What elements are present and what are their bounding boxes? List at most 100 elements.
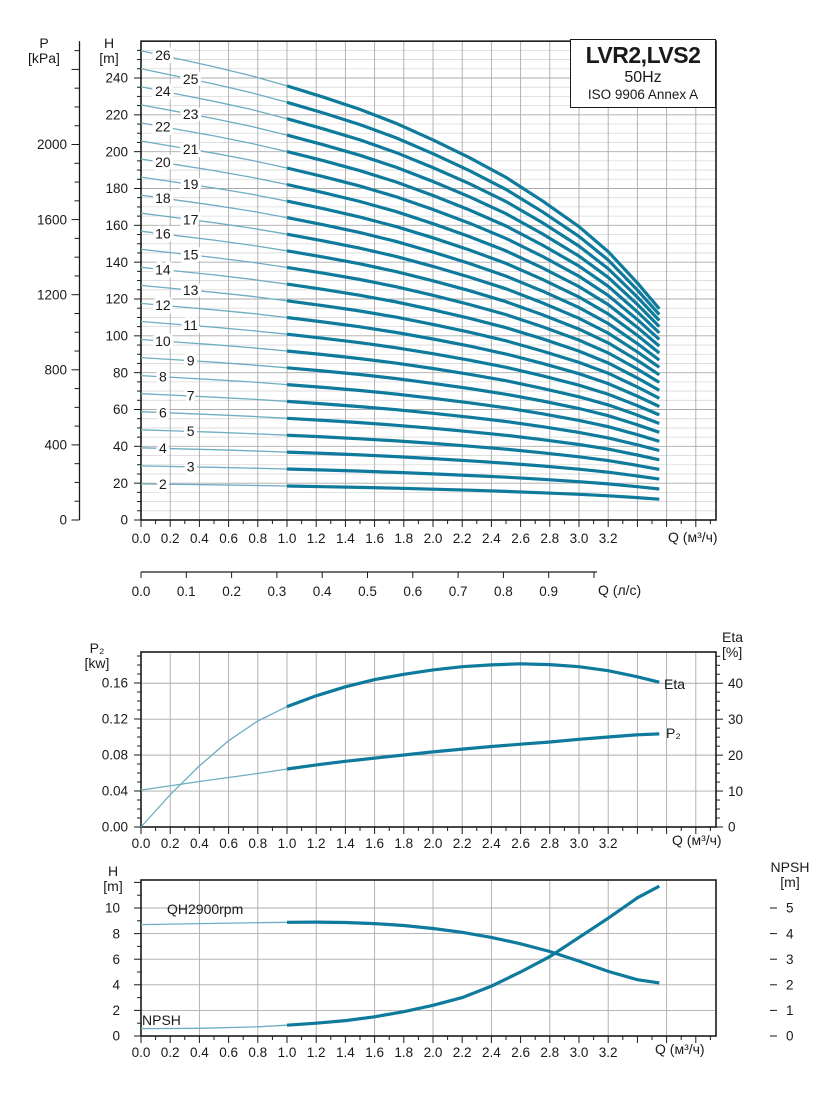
stage-10-curve-thick	[286, 349, 660, 425]
stage-label-12: 12	[155, 297, 171, 313]
svg-text:0.6: 0.6	[219, 836, 238, 851]
svg-text:0.8: 0.8	[248, 531, 267, 546]
svg-text:2.8: 2.8	[540, 1045, 559, 1060]
stage-4-curve-thick	[286, 450, 660, 481]
svg-text:2.4: 2.4	[482, 836, 501, 851]
stage-15-curve-thin	[140, 248, 288, 269]
stage-23-curve-thick	[286, 133, 661, 328]
stage-9-curve-thick	[286, 366, 660, 434]
svg-text:2.2: 2.2	[453, 836, 472, 851]
svg-text:3: 3	[786, 952, 794, 967]
stage-17-curve-thick	[286, 232, 661, 369]
svg-text:0.8: 0.8	[248, 836, 267, 851]
svg-text:1.2: 1.2	[307, 1045, 326, 1060]
npsh-axis-header: NPSH [m]	[770, 859, 810, 890]
flow-m3h-axis-label-middle: Q (м³/ч)	[672, 832, 722, 848]
svg-text:5: 5	[786, 901, 794, 916]
svg-text:0.0: 0.0	[132, 836, 151, 851]
eta-axis-header: Eta [%]	[722, 629, 744, 660]
svg-text:2.4: 2.4	[482, 531, 501, 546]
svg-text:1.2: 1.2	[307, 836, 326, 851]
svg-text:4: 4	[112, 978, 120, 993]
svg-text:3.2: 3.2	[599, 1045, 618, 1060]
stage-9-curve-thin	[140, 356, 288, 369]
svg-text:0: 0	[112, 1029, 120, 1044]
stage-5-curve-thick	[286, 433, 660, 471]
svg-text:0.0: 0.0	[132, 1045, 151, 1060]
stage-12-curve-thin	[140, 302, 288, 319]
svg-text:2.0: 2.0	[424, 836, 443, 851]
stage-14-curve-thin	[140, 266, 288, 285]
stage-19-curve-thin	[140, 176, 288, 202]
svg-text:0.4: 0.4	[190, 1045, 209, 1060]
svg-text:80: 80	[113, 365, 128, 380]
svg-text:0.2: 0.2	[161, 836, 180, 851]
p2-curve-label: P₂	[666, 725, 681, 741]
svg-text:2.6: 2.6	[511, 836, 530, 851]
stage-11-curve-thin	[140, 320, 288, 335]
svg-text:0.4: 0.4	[190, 836, 209, 851]
stage-8-curve-thick	[286, 383, 660, 443]
svg-text:10: 10	[105, 901, 120, 916]
stage-18-curve-thick	[286, 216, 661, 362]
stage-10-curve-thin	[140, 338, 288, 352]
stage-15-curve-thick	[286, 265, 661, 384]
svg-text:2.0: 2.0	[424, 1045, 443, 1060]
stage-13-curve-thin	[140, 284, 288, 302]
svg-text:1.6: 1.6	[365, 531, 384, 546]
stage-12-curve-thick	[286, 315, 660, 408]
svg-text:100: 100	[105, 329, 128, 344]
stage-6-curve-thick	[286, 416, 660, 462]
svg-text:2.6: 2.6	[511, 531, 530, 546]
pump-model-title: LVR2,LVS2	[585, 42, 701, 68]
svg-text:1.6: 1.6	[365, 1045, 384, 1060]
stage-label-3: 3	[187, 459, 195, 475]
stage-7-curve-thin	[140, 393, 288, 403]
svg-text:3.2: 3.2	[599, 836, 618, 851]
stage-19-curve-thick	[286, 199, 661, 355]
stage-20-curve-thin	[140, 158, 288, 186]
title-box: LVR2,LVS2 50Hz ISO 9906 Annex A	[570, 39, 716, 108]
svg-text:1.0: 1.0	[278, 836, 297, 851]
eta-curve-thin	[140, 706, 288, 828]
svg-text:0.0: 0.0	[132, 531, 151, 546]
svg-text:2.8: 2.8	[540, 836, 559, 851]
stage-label-19: 19	[183, 176, 199, 192]
stage-14-curve-thick	[286, 282, 661, 392]
svg-text:1200: 1200	[37, 287, 67, 302]
stage-2-curve-thin	[140, 483, 288, 487]
svg-text:2.4: 2.4	[482, 1045, 501, 1060]
svg-text:0.9: 0.9	[539, 584, 558, 599]
svg-text:1.4: 1.4	[336, 836, 355, 851]
svg-text:800: 800	[44, 363, 67, 378]
svg-text:40: 40	[728, 676, 743, 691]
stage-label-23: 23	[183, 106, 199, 122]
svg-text:0.5: 0.5	[358, 584, 377, 599]
npsh-curve-thick	[286, 884, 661, 1027]
stage-23-curve-thin	[140, 104, 288, 136]
svg-text:2: 2	[786, 978, 794, 993]
svg-text:0.16: 0.16	[102, 676, 128, 691]
stage-label-26: 26	[155, 47, 171, 63]
stage-16-curve-thick	[286, 249, 661, 377]
svg-text:3.0: 3.0	[570, 531, 589, 546]
stage-21-curve-thick	[286, 166, 661, 341]
qh2900rpm-curve-label: QH2900rpm	[167, 901, 244, 917]
stage-21-curve-thin	[140, 140, 288, 169]
stage-11-curve-thick	[286, 332, 660, 417]
stage-17-curve-thin	[140, 212, 288, 235]
svg-text:200: 200	[105, 144, 128, 159]
qh2900-curve-thick	[286, 920, 660, 985]
stage-26-curve-thin	[140, 50, 288, 87]
svg-text:10: 10	[728, 784, 743, 799]
svg-text:240: 240	[105, 71, 128, 86]
svg-text:1.4: 1.4	[336, 531, 355, 546]
svg-text:1.6: 1.6	[365, 836, 384, 851]
flow-m3h-axis-label-top: Q (м³/ч)	[668, 529, 718, 545]
svg-text:0.6: 0.6	[219, 531, 238, 546]
svg-text:120: 120	[105, 292, 128, 307]
svg-text:0.2: 0.2	[161, 1045, 180, 1060]
stage-4-curve-thin	[140, 447, 288, 453]
stage-label-6: 6	[159, 404, 167, 420]
